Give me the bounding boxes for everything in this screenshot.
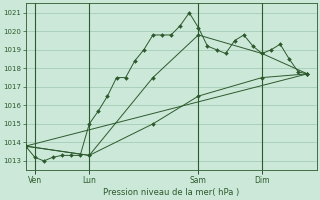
X-axis label: Pression niveau de la mer( hPa ): Pression niveau de la mer( hPa ) (103, 188, 239, 197)
